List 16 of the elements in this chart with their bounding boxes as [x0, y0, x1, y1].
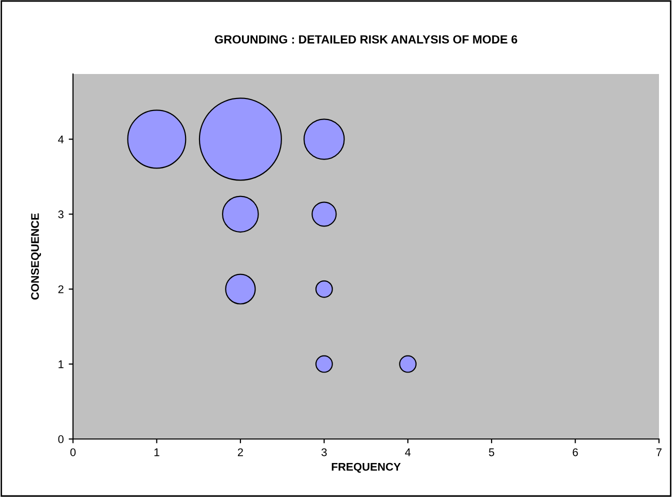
- y-axis-title: CONSEQUENCE: [31, 213, 42, 300]
- y-tick-label: 4: [58, 136, 64, 144]
- x-tick-label: 3: [321, 448, 327, 456]
- y-tick-label: 1: [58, 360, 64, 368]
- chart-title: GROUNDING : DETAILED RISK ANALYSIS OF MODE 6: [214, 35, 518, 44]
- x-axis-title: FREQUENCY: [332, 462, 401, 473]
- x-tick-label: 2: [238, 448, 243, 456]
- y-tick-label: 0: [58, 435, 64, 444]
- y-tick-label: 2: [58, 285, 64, 294]
- x-tick-label: 7: [656, 448, 662, 456]
- x-tick-label: 5: [488, 448, 494, 456]
- x-tick-label: 4: [405, 448, 411, 456]
- y-tick-label: 3: [58, 210, 64, 218]
- x-tick-label: 1: [154, 448, 160, 456]
- x-tick-label: 0: [70, 448, 76, 456]
- x-tick-label: 6: [572, 448, 578, 456]
